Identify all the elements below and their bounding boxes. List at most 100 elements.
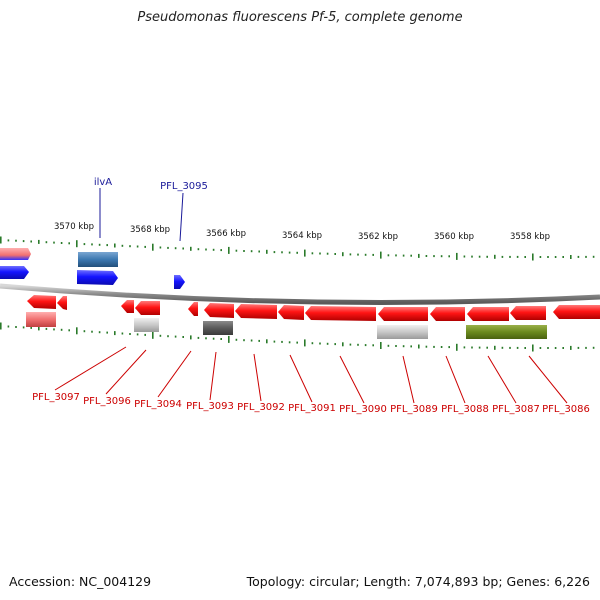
lower-tick (463, 346, 466, 349)
gene-reverse-3093-gray[interactable] (203, 321, 233, 335)
lower-tick (273, 340, 276, 343)
gene-PFL_3095[interactable] (174, 275, 185, 289)
upper-tick (570, 255, 572, 259)
upper-tick (235, 249, 238, 252)
gene-reverse-3093[interactable] (204, 303, 234, 318)
lower-tick (539, 347, 542, 349)
genome-backbone (0, 283, 600, 305)
lower-tick (22, 326, 25, 329)
gene-reverse-3086[interactable] (510, 306, 546, 320)
upper-tick (380, 251, 382, 259)
lower-tick (395, 345, 397, 347)
lower-tick (585, 346, 587, 349)
lower-tick (547, 347, 549, 349)
upper-tick (334, 253, 336, 255)
lower-tick (440, 346, 443, 348)
lower-tick (524, 347, 526, 349)
lower-tick (159, 334, 162, 337)
genome-summary-text: Topology: circular; Length: 7,074,893 bp… (246, 574, 590, 589)
gene-forward-left-edge[interactable] (0, 248, 31, 260)
upper-tick (562, 256, 564, 258)
gene-reverse-3094[interactable] (188, 302, 198, 316)
upper-tick (266, 249, 268, 254)
upper-tick (258, 250, 260, 253)
scale-label-3566: 3566 kbp (206, 229, 246, 239)
upper-tick (91, 243, 93, 246)
upper-tick (433, 255, 435, 258)
upper-tick (456, 252, 458, 260)
lower-tick (258, 339, 260, 342)
label-PFL_3097: PFL_3097 (32, 392, 80, 403)
upper-tick (15, 239, 17, 242)
lower-tick (60, 328, 63, 331)
lower-tick (592, 346, 595, 349)
label-PFL_3090: PFL_3090 (339, 404, 387, 415)
upper-tick (53, 241, 55, 244)
upper-tick (494, 254, 496, 259)
label-PFL_3093: PFL_3093 (186, 401, 234, 412)
gene-reverse-left-a[interactable] (27, 295, 56, 309)
gene-reverse-3092[interactable] (235, 304, 277, 319)
upper-tick (220, 249, 222, 252)
lower-tick (76, 327, 78, 335)
gene-reverse-3089[interactable] (378, 307, 428, 321)
lower-tick-row (0, 322, 595, 352)
upper-tick (76, 240, 78, 248)
upper-tick (212, 248, 215, 251)
lower-tick (349, 343, 352, 346)
gene-reverse-3096-gray[interactable] (134, 318, 159, 332)
upper-tick (448, 255, 450, 258)
lower-tick (577, 346, 580, 349)
gene-reverse-3090[interactable] (305, 306, 376, 321)
gene-reverse-left-pink[interactable] (26, 312, 56, 327)
gene-ilvA[interactable] (77, 270, 118, 285)
lower-tick (364, 344, 367, 347)
label-PFL_3086: PFL_3086 (542, 404, 590, 415)
label-PFL_3096: PFL_3096 (83, 396, 131, 407)
lower-tick (106, 331, 108, 334)
upper-tick (516, 255, 519, 258)
lower-tick (182, 336, 184, 338)
label-PFL_3095: PFL_3095 (160, 181, 208, 192)
upper-tick (30, 240, 32, 243)
lower-tick (129, 333, 131, 335)
gene-reverse-3096[interactable] (135, 301, 160, 315)
scale-label-3562: 3562 kbp (358, 232, 398, 242)
lower-tick (304, 339, 306, 347)
gene-reverse-right-edge[interactable] (553, 305, 600, 319)
upper-tick (22, 240, 25, 243)
upper-tick (281, 251, 283, 254)
gene-reverse-3087[interactable] (467, 307, 509, 321)
lower-tick (433, 345, 435, 348)
lower-tick (494, 345, 496, 350)
gene-reverse-3097[interactable] (121, 300, 134, 313)
upper-tick (114, 243, 116, 248)
gene-ilvA-paralog[interactable] (78, 252, 118, 267)
upper-tick (311, 252, 314, 255)
gene-reverse-3089-gray[interactable] (377, 325, 428, 339)
upper-tick (509, 255, 511, 258)
upper-tick (68, 242, 70, 245)
gene-reverse-3091[interactable] (278, 305, 304, 320)
upper-tick (539, 256, 542, 258)
lower-tick (152, 331, 154, 339)
gene-reverse-left-b[interactable] (57, 296, 67, 310)
upper-tick (326, 252, 329, 255)
lower-tick (45, 327, 48, 330)
leader-PFL_3095 (179, 192, 184, 242)
upper-tick (121, 244, 124, 247)
lower-tick (167, 335, 169, 338)
gene-reverse-3088[interactable] (430, 307, 465, 321)
upper-tick (577, 255, 580, 258)
scale-label-3564: 3564 kbp (282, 231, 322, 241)
upper-tick (129, 245, 131, 248)
gene-reverse-3087-olive[interactable] (466, 325, 547, 339)
upper-tick (425, 255, 428, 257)
label-PFL_3089: PFL_3089 (390, 404, 438, 415)
upper-tick (440, 255, 443, 258)
lower-tick (30, 326, 32, 329)
upper-tick (524, 256, 526, 258)
gene-forward-left[interactable] (0, 266, 29, 279)
lower-tick (15, 326, 17, 328)
